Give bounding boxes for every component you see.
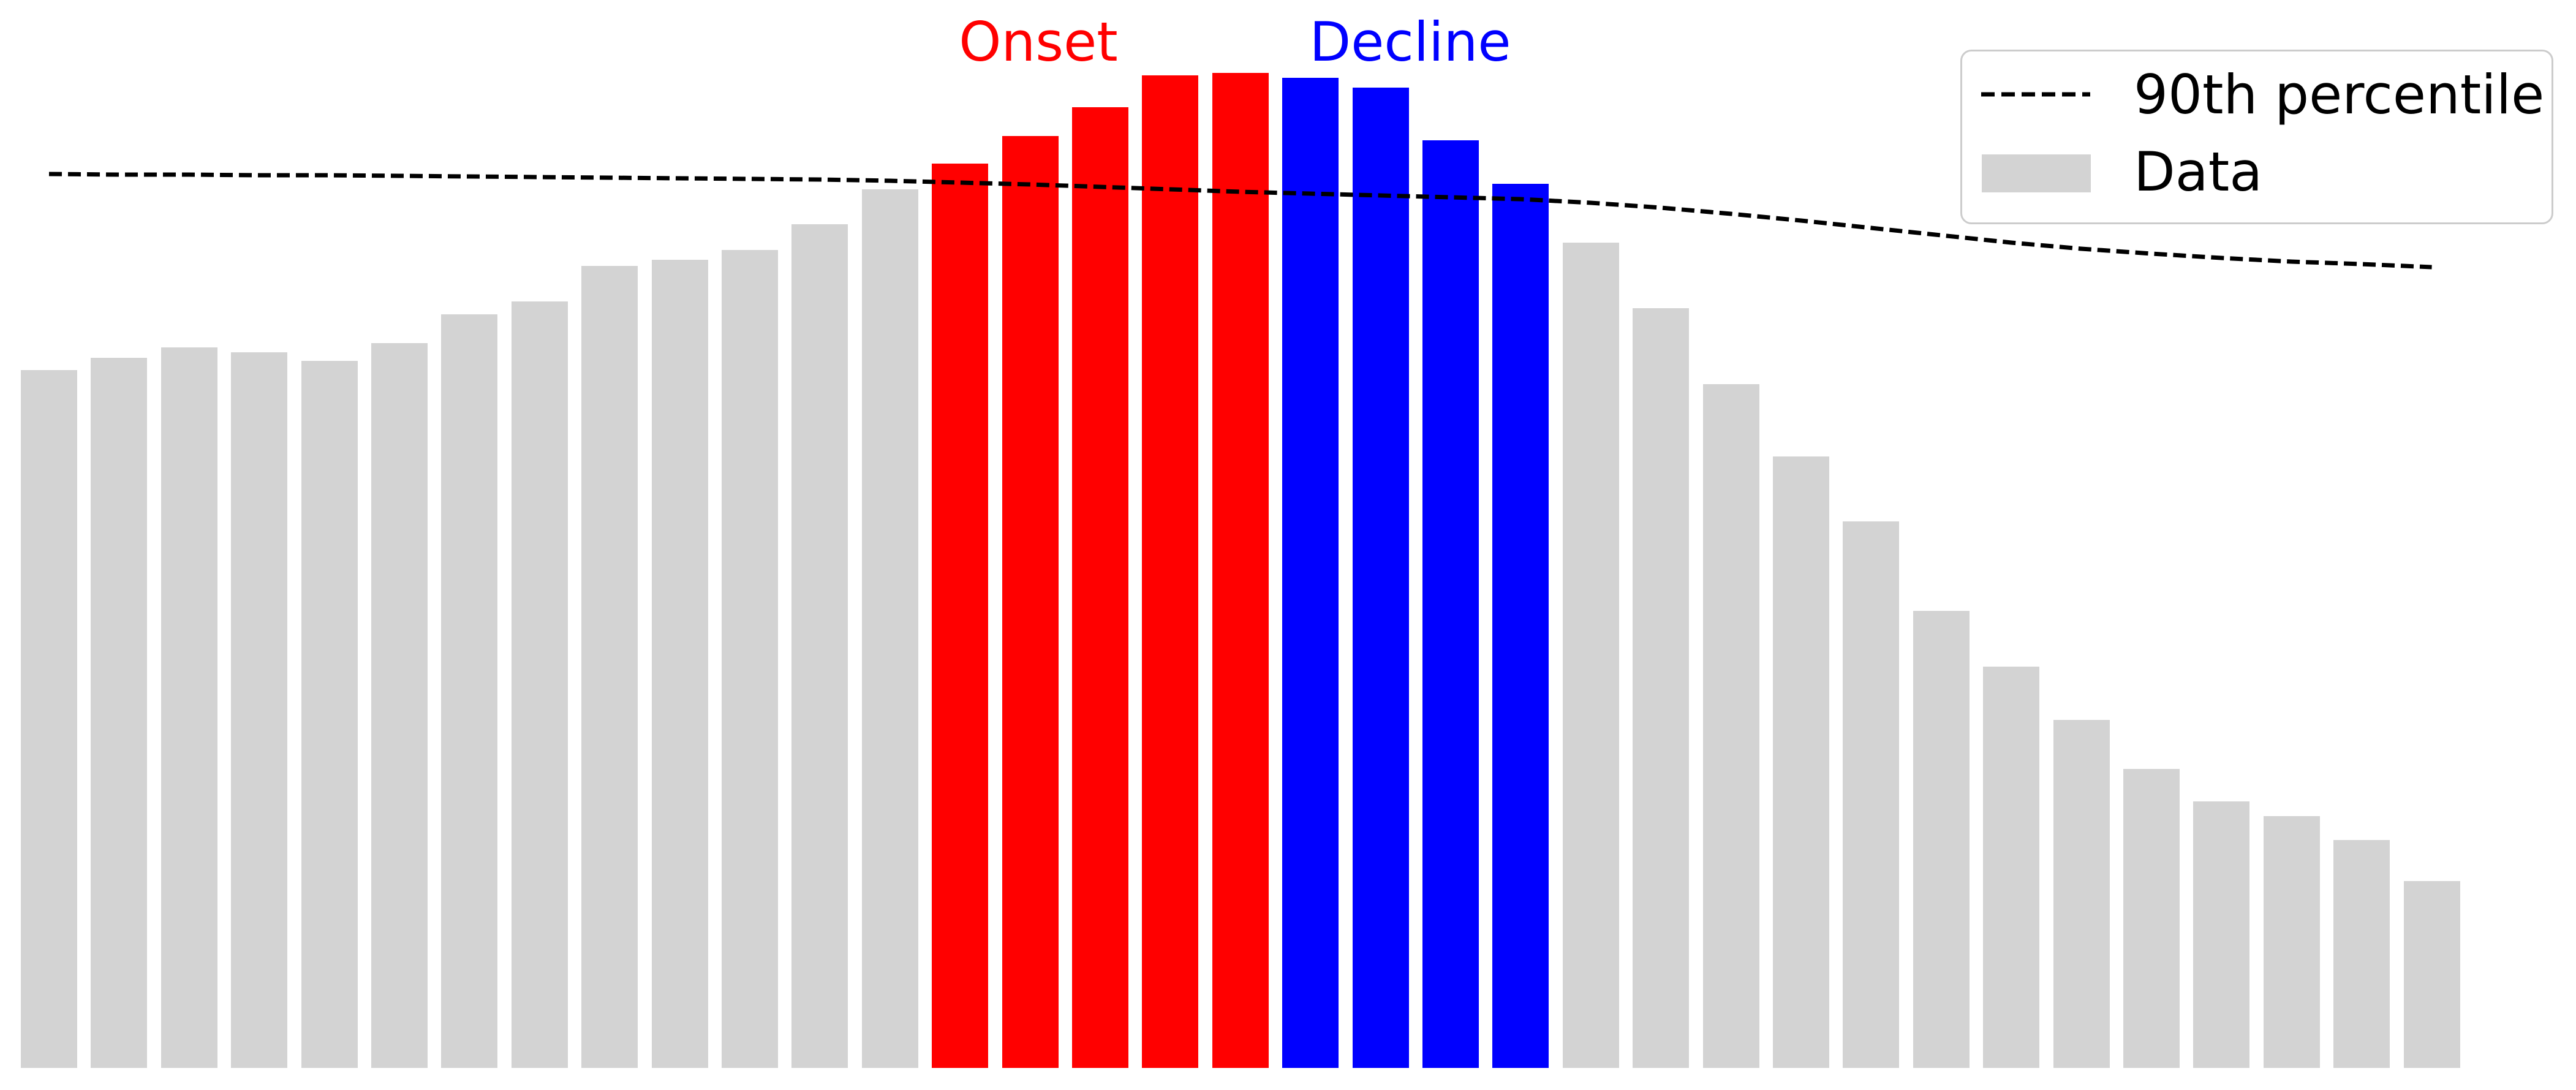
data-bar — [2193, 801, 2250, 1068]
legend-label-percentile: 90th percentile — [2134, 63, 2545, 126]
data-bar — [861, 189, 918, 1068]
data-bar — [2263, 816, 2320, 1068]
dashed-line-sample-icon — [1981, 92, 2090, 97]
decline-label: Decline — [1309, 10, 1511, 74]
data-bar — [581, 266, 638, 1068]
data-bar — [1212, 73, 1269, 1068]
data-bar — [2053, 720, 2110, 1068]
data-bar — [1773, 456, 1829, 1068]
data-bar — [1562, 243, 1619, 1068]
data-bar — [371, 343, 428, 1068]
data-bar — [1983, 667, 2040, 1068]
data-bar — [1072, 107, 1128, 1068]
data-bar — [1422, 140, 1479, 1068]
data-bar — [791, 224, 848, 1068]
data-bar — [1702, 384, 1759, 1068]
data-bar — [1282, 78, 1339, 1068]
data-bar — [2333, 840, 2390, 1068]
legend: 90th percentile Data — [1960, 50, 2553, 224]
data-bar — [1142, 75, 1199, 1068]
data-bar — [301, 361, 358, 1068]
data-swatch-icon — [1982, 154, 2091, 192]
data-bar — [441, 314, 498, 1068]
data-bar — [231, 352, 288, 1068]
data-bar — [1633, 308, 1690, 1068]
data-bar — [932, 164, 989, 1068]
data-bar — [1843, 521, 1900, 1068]
data-bar — [1913, 611, 1970, 1068]
data-bar — [2123, 769, 2180, 1068]
data-bar — [651, 260, 708, 1068]
data-bar — [21, 370, 77, 1068]
data-bar — [2403, 881, 2460, 1068]
data-bar — [91, 358, 148, 1068]
onset-label: Onset — [959, 10, 1118, 74]
data-bar — [1352, 88, 1409, 1068]
data-bar — [1492, 184, 1549, 1068]
data-bar — [1002, 136, 1059, 1068]
legend-label-data: Data — [2134, 140, 2263, 203]
data-bar — [161, 347, 217, 1068]
data-bar — [722, 250, 778, 1068]
data-bar — [511, 301, 568, 1068]
